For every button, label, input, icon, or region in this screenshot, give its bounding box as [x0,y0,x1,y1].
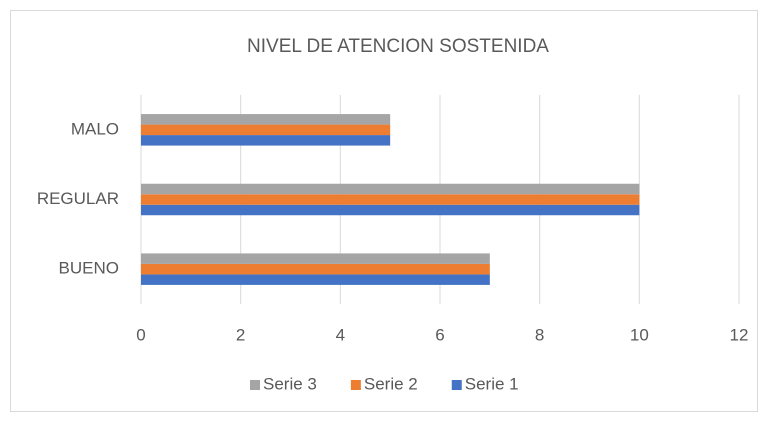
x-tick-label: 2 [236,325,245,344]
x-tick-label: 10 [630,325,649,344]
y-tick-label: REGULAR [37,189,119,208]
x-tick-label: 4 [336,325,345,344]
legend-swatch [250,380,260,390]
bar [141,114,391,125]
y-tick-label: BUENO [59,259,119,278]
x-tick-label: 8 [535,325,544,344]
bar [141,135,391,146]
x-tick-label: 12 [730,325,749,344]
bar [141,263,490,275]
bar [141,183,640,195]
y-tick-label: MALO [71,119,119,138]
x-tick-label: 0 [136,325,145,344]
bar [141,204,640,216]
legend-swatch [350,380,361,390]
x-tick-label: 6 [435,325,444,344]
bar [141,124,391,136]
legend-swatch [451,380,462,390]
legend-label: Serie 3 [263,374,317,393]
legend-label: Serie 2 [364,374,418,393]
bar [141,274,490,285]
chart-title: NIVEL DE ATENCION SOSTENIDA [247,36,549,57]
bar [141,253,490,264]
legend-label: Serie 1 [465,374,519,393]
bar [141,194,640,205]
